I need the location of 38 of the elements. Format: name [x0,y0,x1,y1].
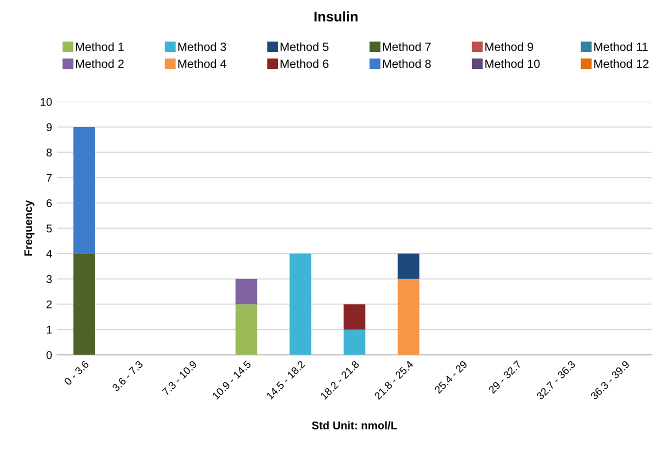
y-tick-label: 5 [46,224,52,232]
legend-label: Method 9 [485,42,534,51]
y-tick-label: 7 [46,174,52,182]
y-tick-label: 9 [46,123,52,132]
x-tick-label: 0 - 3.6 [64,360,90,386]
bar [236,304,258,355]
legend-label: Method 4 [178,59,226,68]
y-tick-label: 4 [46,250,52,258]
bar [344,304,366,330]
legend-label: Method 12 [594,59,649,68]
x-axis-title: Std Unit: nmol/L [312,421,398,430]
legend-label: Method 8 [383,59,431,68]
legend-label: Method 6 [280,59,328,68]
y-tick-label: 1 [46,326,52,334]
bar [398,254,420,279]
y-tick-label: 2 [46,300,52,308]
y-tick-label: 0 [46,351,52,359]
legend-label: Method 5 [280,42,328,51]
y-tick-label: 8 [46,148,52,156]
legend-label: Method 2 [76,59,124,68]
legend-label: Method 1 [76,42,124,51]
bar [344,330,366,355]
y-axis-title: Frequency [24,200,34,256]
legend-label: Method 10 [485,59,540,68]
chart-title: Insulin [314,11,358,22]
bar [290,254,312,355]
x-tick-label: 3.6 - 7.3 [112,360,144,392]
legend-label: Method 7 [383,42,431,51]
y-tick-label: 3 [46,275,52,284]
bar [73,254,95,355]
bar [236,278,258,304]
bar [73,127,95,254]
legend-label: Method 3 [178,42,226,51]
x-tick-label: 36.3 - 39.9 [590,360,630,400]
bar [398,278,420,355]
y-tick-label: 10 [40,98,52,106]
y-tick-label: 6 [46,199,52,208]
legend-label: Method 11 [594,42,648,51]
